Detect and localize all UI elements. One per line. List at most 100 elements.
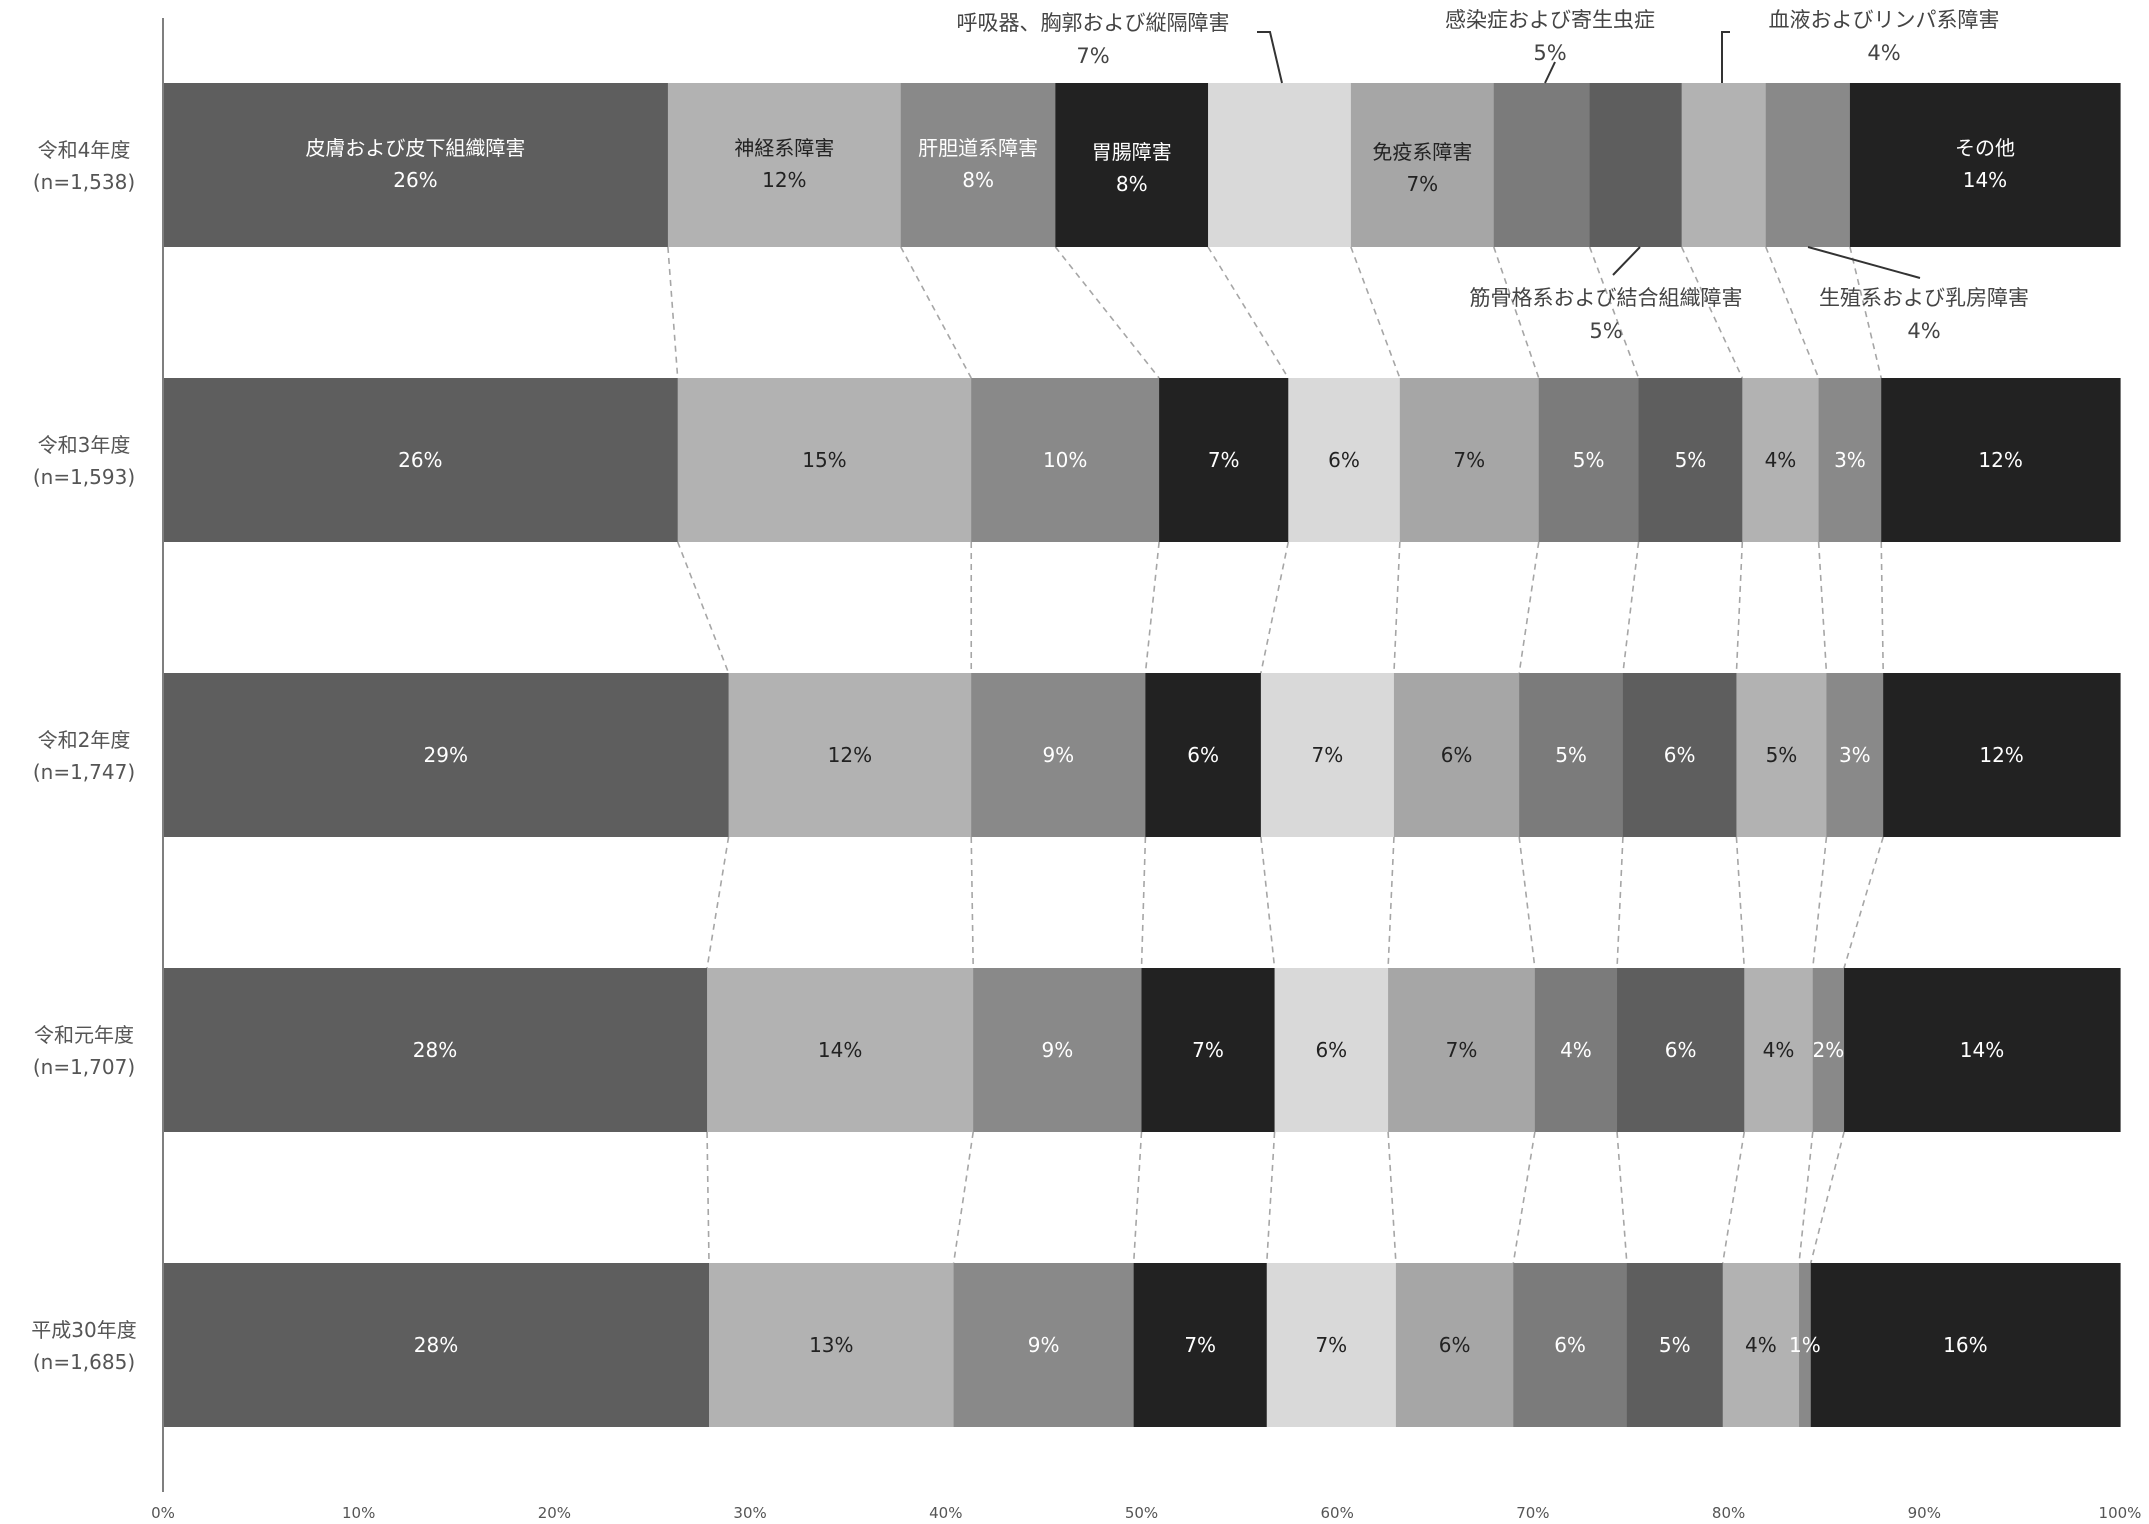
bar-segment-3-0 xyxy=(163,968,708,1132)
connector-line xyxy=(1144,541,1160,674)
segment-value-label: 7% xyxy=(1453,448,1485,472)
segment-name-label: 胃腸障害 xyxy=(1092,140,1172,164)
x-tick-label: 90% xyxy=(1908,1504,1941,1522)
callout-name-label: 生殖系および乳房障害 xyxy=(1819,286,2029,310)
x-tick-label: 60% xyxy=(1321,1504,1354,1522)
segment-value-label: 10% xyxy=(1043,448,1087,472)
bar-segment-1-10 xyxy=(1881,378,2121,542)
callout-line xyxy=(1612,246,1641,276)
x-tick-label: 50% xyxy=(1125,1504,1158,1522)
segment-value-label: 6% xyxy=(1315,1038,1347,1062)
connector-line xyxy=(1811,836,1828,969)
category-label: 令和3年度 xyxy=(38,433,131,457)
segment-value-label: 2% xyxy=(1813,1038,1845,1062)
connector-line xyxy=(1721,1131,1746,1264)
connector-line xyxy=(1849,246,1883,379)
connector-line xyxy=(1265,1131,1276,1264)
segment-value-label: 7% xyxy=(1406,172,1438,196)
segment-value-label: 14% xyxy=(1960,1038,2004,1062)
segment-value-label: 14% xyxy=(818,1038,862,1062)
x-tick-label: 40% xyxy=(929,1504,962,1522)
bar-segment-3-6 xyxy=(1534,968,1618,1132)
connector-line xyxy=(1387,836,1395,969)
bar-segment-2-5 xyxy=(1393,673,1520,837)
segment-value-label: 8% xyxy=(962,168,994,192)
connector-line xyxy=(1054,246,1160,379)
segment-value-label: 12% xyxy=(1978,448,2022,472)
connector-line xyxy=(970,836,974,969)
callout-line xyxy=(1257,31,1283,84)
callout-value-label: 5% xyxy=(1533,41,1566,65)
bar-segment-3-2 xyxy=(973,968,1143,1132)
annotations: 呼吸器、胸郭および縦隔障害 7% 感染症および寄生虫症 5% 血液およびリンパ系障害 4%… xyxy=(957,8,2030,343)
segment-value-label: 7% xyxy=(1312,743,1344,767)
bar-segment-4-6 xyxy=(1513,1263,1628,1427)
segment-value-label: 9% xyxy=(1041,1038,1073,1062)
callout-line xyxy=(1721,31,1730,83)
bar-segment-2-8 xyxy=(1736,673,1828,837)
segment-value-label: 5% xyxy=(1659,1333,1691,1357)
connector-line xyxy=(1616,836,1624,969)
bar-segment-2-3 xyxy=(1145,673,1262,837)
bar-segment-4-1 xyxy=(709,1263,955,1427)
bar-segment-0-9 xyxy=(1765,83,1851,247)
bar-segment-0-10 xyxy=(1849,83,2121,247)
connector-line xyxy=(667,246,679,379)
bar-segment-4-0 xyxy=(163,1263,710,1427)
bar-segment-1-9 xyxy=(1818,378,1882,542)
connector-line xyxy=(1843,836,1884,969)
bar-segment-2-0 xyxy=(163,673,730,837)
bar-segment-2-9 xyxy=(1826,673,1884,837)
segment-name-label: その他 xyxy=(1955,136,2015,160)
bar-segment-3-3 xyxy=(1141,968,1276,1132)
connector-line xyxy=(1260,541,1290,674)
callout-value-label: 4% xyxy=(1907,319,1940,343)
segment-value-label: 16% xyxy=(1943,1333,1987,1357)
callout-value-label: 4% xyxy=(1867,41,1900,65)
x-tick-label: 30% xyxy=(733,1504,766,1522)
segment-value-label: 12% xyxy=(828,743,872,767)
bar-segment-0-4 xyxy=(1208,83,1352,247)
bar-segment-1-5 xyxy=(1399,378,1540,542)
connector-line xyxy=(900,246,972,379)
segment-value-label: 7% xyxy=(1208,448,1240,472)
connector-line xyxy=(1350,246,1401,379)
connector-line xyxy=(676,541,730,674)
connector-line xyxy=(1810,1131,1845,1264)
segment-value-label: 6% xyxy=(1441,743,1473,767)
connector-line xyxy=(1616,1131,1628,1264)
segment-name-label: 神経系障害 xyxy=(734,136,834,160)
category-n-label: (n=1,707) xyxy=(33,1055,135,1079)
segment-value-label: 12% xyxy=(1979,743,2023,767)
connector-line xyxy=(1493,246,1540,379)
bar-segment-2-6 xyxy=(1519,673,1624,837)
category-label: 平成30年度 xyxy=(31,1318,136,1342)
bar-segment-4-10 xyxy=(1810,1263,2121,1427)
segment-value-label: 1% xyxy=(1789,1333,1821,1357)
bar-segment-3-4 xyxy=(1274,968,1389,1132)
callout-name-label: 血液およびリンパ系障害 xyxy=(1769,8,2000,32)
segment-value-label: 5% xyxy=(1675,448,1707,472)
segment-value-label: 6% xyxy=(1328,448,1360,472)
connector-line xyxy=(1512,1131,1536,1264)
segment-value-label: 7% xyxy=(1315,1333,1347,1357)
segment-value-label: 6% xyxy=(1665,1038,1697,1062)
bar-segment-4-5 xyxy=(1395,1263,1514,1427)
segment-value-label: 5% xyxy=(1766,743,1798,767)
bar-segment-1-7 xyxy=(1638,378,1743,542)
bar-segment-2-2 xyxy=(971,673,1147,837)
segment-value-label: 5% xyxy=(1573,448,1605,472)
bar-segment-3-8 xyxy=(1744,968,1814,1132)
connector-line xyxy=(706,1131,710,1264)
segment-value-label: 3% xyxy=(1834,448,1866,472)
connector-line xyxy=(1518,541,1540,674)
connector-line xyxy=(1140,836,1147,969)
connector-line xyxy=(1798,1131,1814,1264)
callout-name-label: 呼吸器、胸郭および縦隔障害 xyxy=(957,11,1230,35)
segment-value-label: 5% xyxy=(1555,743,1587,767)
bar-segment-0-1 xyxy=(667,83,902,247)
connector-line xyxy=(706,836,730,969)
connector-line xyxy=(1765,246,1820,379)
bar-segment-1-0 xyxy=(163,378,679,542)
